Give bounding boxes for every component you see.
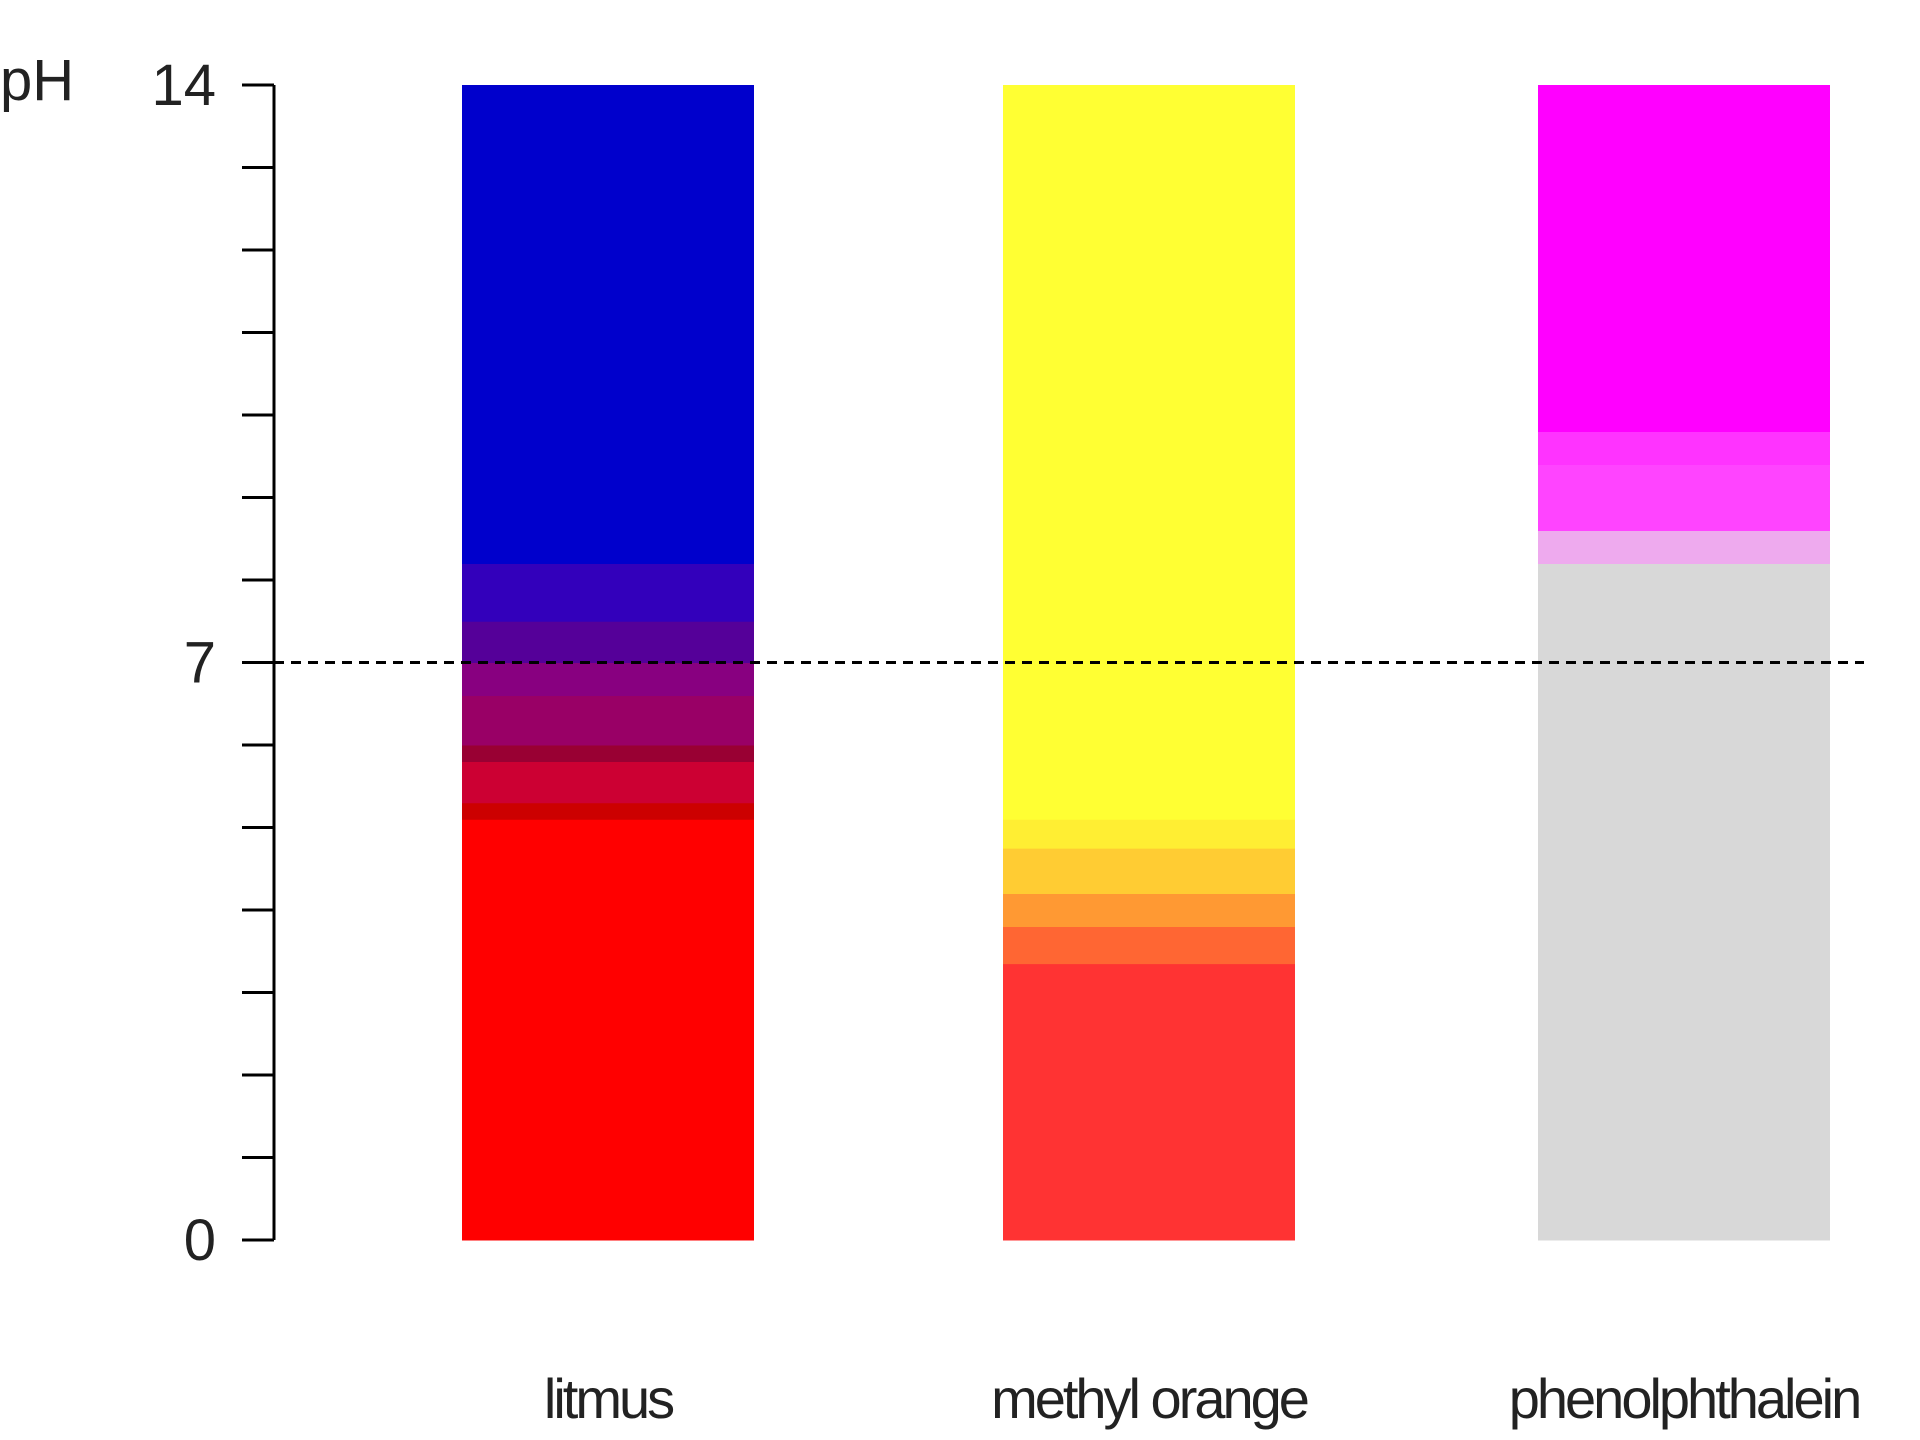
y-tick-label: 14	[151, 53, 216, 118]
category-labels: litmus methyl orange phenolphthalein	[544, 1367, 1862, 1430]
category-label: methyl orange	[991, 1367, 1308, 1430]
y-tick-label: 0	[184, 1208, 216, 1273]
color-band	[1003, 926, 1295, 965]
category-label: litmus	[544, 1367, 673, 1430]
color-band	[462, 761, 754, 804]
bar-phenolphthalein	[1538, 85, 1830, 1241]
color-band	[1003, 963, 1295, 1241]
color-band	[1538, 563, 1830, 1241]
color-band	[462, 802, 754, 820]
y-axis-title: pH	[0, 48, 74, 113]
color-band	[462, 819, 754, 1241]
color-band	[1003, 819, 1295, 849]
color-band	[1003, 85, 1295, 820]
indicator-bars	[462, 85, 1830, 1241]
color-band	[1538, 85, 1830, 432]
color-band	[462, 563, 754, 622]
color-band	[462, 85, 754, 564]
category-label: phenolphthalein	[1509, 1367, 1859, 1430]
y-axis: 0 7 14	[151, 53, 276, 1273]
color-band	[462, 695, 754, 746]
color-band	[1003, 893, 1295, 927]
color-band	[462, 662, 754, 696]
color-band	[462, 621, 754, 663]
color-band	[1538, 530, 1830, 564]
color-band	[462, 745, 754, 762]
color-band	[1003, 848, 1295, 894]
bar-methyl-orange	[1003, 85, 1295, 1241]
bar-litmus	[462, 85, 754, 1241]
color-band	[1538, 464, 1830, 531]
y-tick-label: 7	[184, 631, 216, 696]
color-band	[1538, 431, 1830, 465]
